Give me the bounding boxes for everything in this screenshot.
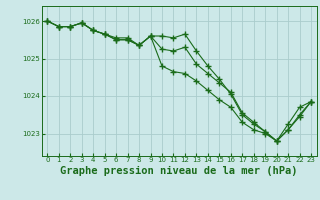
X-axis label: Graphe pression niveau de la mer (hPa): Graphe pression niveau de la mer (hPa) <box>60 166 298 176</box>
